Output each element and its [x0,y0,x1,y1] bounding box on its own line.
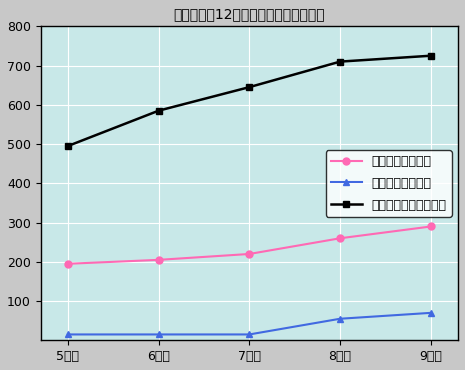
地上系放送事業者 [65,262,71,266]
Title: 第２－２－12図　放送事業者数の推移: 第２－２－12図 放送事業者数の推移 [173,7,325,21]
衛星系放送事業者 [246,332,252,337]
衛星系放送事業者 [156,332,161,337]
ケーブルテレビ事業者 [428,54,434,58]
Legend: 地上系放送事業者, 衛星系放送事業者, ケーブルテレビ事業者: 地上系放送事業者, 衛星系放送事業者, ケーブルテレビ事業者 [326,150,452,216]
地上系放送事業者 [156,258,161,262]
地上系放送事業者 [246,252,252,256]
Line: 地上系放送事業者: 地上系放送事業者 [65,223,434,267]
地上系放送事業者 [337,236,343,240]
ケーブルテレビ事業者 [337,60,343,64]
ケーブルテレビ事業者 [246,85,252,89]
ケーブルテレビ事業者 [156,108,161,113]
衛星系放送事業者 [337,316,343,321]
衛星系放送事業者 [65,332,71,337]
Line: 衛星系放送事業者: 衛星系放送事業者 [65,309,434,338]
地上系放送事業者 [428,224,434,229]
衛星系放送事業者 [428,311,434,315]
Line: ケーブルテレビ事業者: ケーブルテレビ事業者 [65,52,434,149]
ケーブルテレビ事業者 [65,144,71,148]
